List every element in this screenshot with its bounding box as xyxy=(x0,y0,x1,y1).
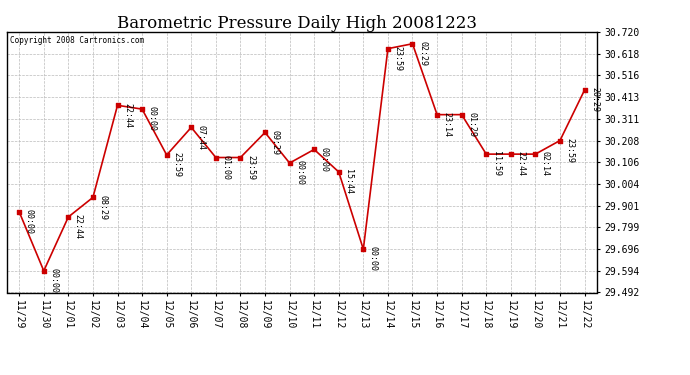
Text: Copyright 2008 Cartronics.com: Copyright 2008 Cartronics.com xyxy=(10,36,144,45)
Point xyxy=(112,102,123,108)
Point xyxy=(259,129,270,135)
Point xyxy=(431,112,442,118)
Point xyxy=(579,87,590,93)
Point xyxy=(14,209,25,215)
Text: 11:59: 11:59 xyxy=(492,152,501,176)
Text: 22:44: 22:44 xyxy=(123,102,132,128)
Text: 15:44: 15:44 xyxy=(344,169,353,194)
Text: 23:14: 23:14 xyxy=(442,112,452,137)
Text: 20:29: 20:29 xyxy=(590,87,599,112)
Text: 08:29: 08:29 xyxy=(99,195,108,220)
Point xyxy=(358,246,369,252)
Text: 00:00: 00:00 xyxy=(319,147,328,172)
Text: 22:44: 22:44 xyxy=(516,152,525,176)
Point xyxy=(137,106,148,112)
Point xyxy=(284,160,295,166)
Text: 01:29: 01:29 xyxy=(467,112,476,137)
Text: 09:29: 09:29 xyxy=(270,130,279,155)
Point xyxy=(333,169,344,175)
Point xyxy=(308,147,319,153)
Text: 00:00: 00:00 xyxy=(148,106,157,131)
Point xyxy=(555,138,566,144)
Text: 01:00: 01:00 xyxy=(221,155,230,180)
Point xyxy=(63,214,74,220)
Text: 23:59: 23:59 xyxy=(246,155,255,180)
Point xyxy=(210,154,221,160)
Point xyxy=(505,151,516,157)
Point xyxy=(186,124,197,130)
Point xyxy=(38,268,49,274)
Text: 00:00: 00:00 xyxy=(49,268,59,293)
Text: Barometric Pressure Daily High 20081223: Barometric Pressure Daily High 20081223 xyxy=(117,15,477,32)
Text: 02:29: 02:29 xyxy=(418,41,427,66)
Text: 00:00: 00:00 xyxy=(295,160,304,185)
Text: 23:59: 23:59 xyxy=(566,138,575,163)
Point xyxy=(88,194,99,200)
Text: 02:14: 02:14 xyxy=(541,152,550,176)
Point xyxy=(235,154,246,160)
Text: 23:59: 23:59 xyxy=(172,152,181,177)
Point xyxy=(382,46,393,52)
Text: 00:00: 00:00 xyxy=(25,209,34,234)
Text: 23:59: 23:59 xyxy=(393,46,402,71)
Point xyxy=(530,151,541,157)
Point xyxy=(161,152,172,158)
Text: 07:44: 07:44 xyxy=(197,124,206,150)
Text: 22:44: 22:44 xyxy=(74,214,83,239)
Point xyxy=(407,41,418,47)
Point xyxy=(481,151,492,157)
Point xyxy=(456,112,467,118)
Text: 00:00: 00:00 xyxy=(369,246,378,272)
